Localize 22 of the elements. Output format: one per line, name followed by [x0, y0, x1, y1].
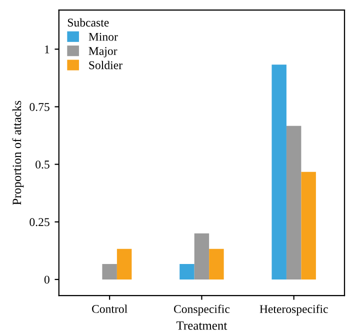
y-tick-label: 0	[44, 276, 50, 284]
legend-label: Minor	[88, 32, 118, 41]
legend-label: Soldier	[89, 60, 122, 70]
x-tick-label: Conspecific	[174, 304, 230, 316]
bar	[194, 233, 210, 280]
bar	[180, 264, 194, 280]
bar	[272, 64, 286, 280]
y-tick-label: 0.5	[36, 160, 50, 169]
x-axis-title: Treatment	[176, 321, 228, 330]
y-tick-label: 1	[45, 45, 50, 54]
y-axis-title: Proportion of attacks	[12, 100, 24, 205]
bar	[116, 248, 132, 280]
bar	[209, 248, 224, 280]
x-tick-label: Control	[92, 304, 128, 313]
bar	[286, 126, 302, 280]
x-tick-label: Heterospecific	[260, 304, 328, 316]
legend-title: Subcaste	[68, 18, 109, 27]
legend-label: Major	[88, 47, 118, 58]
bar	[102, 264, 117, 280]
y-tick-label: 0.75	[30, 102, 50, 112]
bar	[301, 172, 316, 280]
y-tick-label: 0.25	[30, 218, 50, 226]
